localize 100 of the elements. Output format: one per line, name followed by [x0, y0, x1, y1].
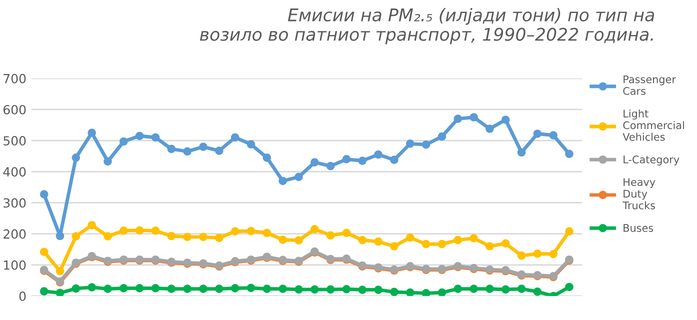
- point: [135, 226, 144, 235]
- point: [486, 242, 494, 250]
- point: [183, 147, 192, 156]
- point: [517, 251, 526, 260]
- point: [294, 285, 303, 294]
- point: [406, 288, 414, 296]
- point: [214, 146, 224, 155]
- legend-label: Buses: [624, 224, 654, 232]
- point: [230, 133, 240, 142]
- point: [406, 233, 414, 242]
- point: [374, 286, 382, 294]
- point: [151, 133, 160, 142]
- y-tick-label: 400: [3, 167, 26, 177]
- point: [517, 284, 526, 294]
- point: [310, 225, 319, 234]
- point: [214, 234, 224, 242]
- point: [422, 240, 430, 248]
- point: [342, 228, 351, 238]
- point: [262, 284, 272, 294]
- point: [358, 236, 367, 244]
- point: [167, 144, 176, 154]
- point: [278, 236, 287, 244]
- legend-label: Heavy Duty Trucks: [622, 178, 656, 210]
- point: [565, 227, 574, 236]
- point: [151, 284, 160, 292]
- point: [470, 234, 478, 242]
- point: [565, 282, 574, 292]
- y-tick-label: 200: [4, 229, 26, 239]
- y-tick-label: 0: [19, 291, 26, 301]
- point: [88, 220, 96, 230]
- y-tick-label: 100: [4, 260, 26, 270]
- legend-label: Passenger Cars: [623, 76, 676, 95]
- point: [230, 284, 240, 292]
- point: [88, 128, 96, 137]
- point: [486, 284, 494, 294]
- point: [151, 226, 160, 235]
- point: [246, 226, 256, 236]
- point: [326, 285, 335, 294]
- point: [72, 232, 80, 240]
- point: [246, 284, 256, 292]
- point: [326, 231, 335, 240]
- point: [310, 158, 319, 166]
- point: [246, 140, 256, 148]
- point: [454, 114, 462, 123]
- point: [470, 113, 478, 122]
- point: [72, 154, 80, 162]
- point: [390, 242, 398, 250]
- point: [438, 240, 446, 248]
- point: [549, 131, 558, 140]
- point: [104, 157, 112, 166]
- point: [120, 284, 128, 292]
- y-tick-label: 500: [4, 136, 26, 146]
- point: [358, 286, 367, 294]
- point: [390, 288, 398, 296]
- point: [40, 190, 48, 199]
- point: [454, 284, 462, 294]
- point: [167, 284, 176, 294]
- point: [406, 140, 414, 148]
- point: [533, 287, 542, 296]
- y-tick-label: 700: [4, 74, 26, 84]
- legend-label: L-Category: [624, 156, 680, 166]
- point: [470, 284, 478, 294]
- point: [183, 284, 192, 294]
- point: [501, 116, 510, 124]
- point: [454, 236, 462, 244]
- point: [422, 140, 430, 149]
- point: [199, 142, 208, 151]
- point: [374, 150, 382, 159]
- point: [40, 248, 48, 256]
- point: [438, 132, 446, 141]
- point: [262, 154, 272, 162]
- point: [517, 148, 526, 157]
- point: [549, 250, 558, 258]
- point: [533, 250, 542, 258]
- point: [40, 287, 48, 296]
- point: [486, 124, 494, 133]
- point: [342, 155, 351, 164]
- point: [135, 284, 144, 292]
- point: [199, 284, 208, 294]
- y-tick-label: 600: [4, 104, 26, 114]
- point: [390, 156, 398, 164]
- point: [56, 266, 64, 276]
- point: [501, 285, 510, 294]
- point: [533, 130, 542, 138]
- point: [422, 289, 430, 296]
- point: [326, 162, 335, 170]
- point: [135, 132, 144, 140]
- point: [120, 137, 128, 146]
- point: [374, 237, 382, 246]
- point: [56, 288, 64, 296]
- legend-label: Light Commercial Vehicles: [622, 109, 684, 141]
- point: [438, 288, 446, 296]
- chart-title: Емисии на PM₂.₅ (илјади тони) по тип на возило во патниот транспорт, 1990–2022 година.: [200, 8, 654, 44]
- point: [104, 284, 112, 294]
- point: [501, 239, 510, 248]
- point: [278, 284, 287, 294]
- point: [358, 156, 367, 165]
- point: [167, 232, 176, 240]
- point: [88, 283, 96, 292]
- point: [199, 232, 208, 242]
